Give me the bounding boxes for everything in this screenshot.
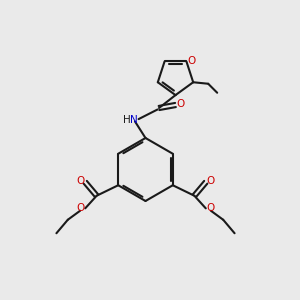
Text: O: O [207,176,215,186]
Text: N: N [130,115,137,125]
Text: O: O [188,56,196,66]
Text: O: O [76,176,84,186]
Text: H: H [123,115,130,125]
Text: O: O [207,203,215,213]
Text: O: O [177,98,185,109]
Text: O: O [76,203,84,213]
